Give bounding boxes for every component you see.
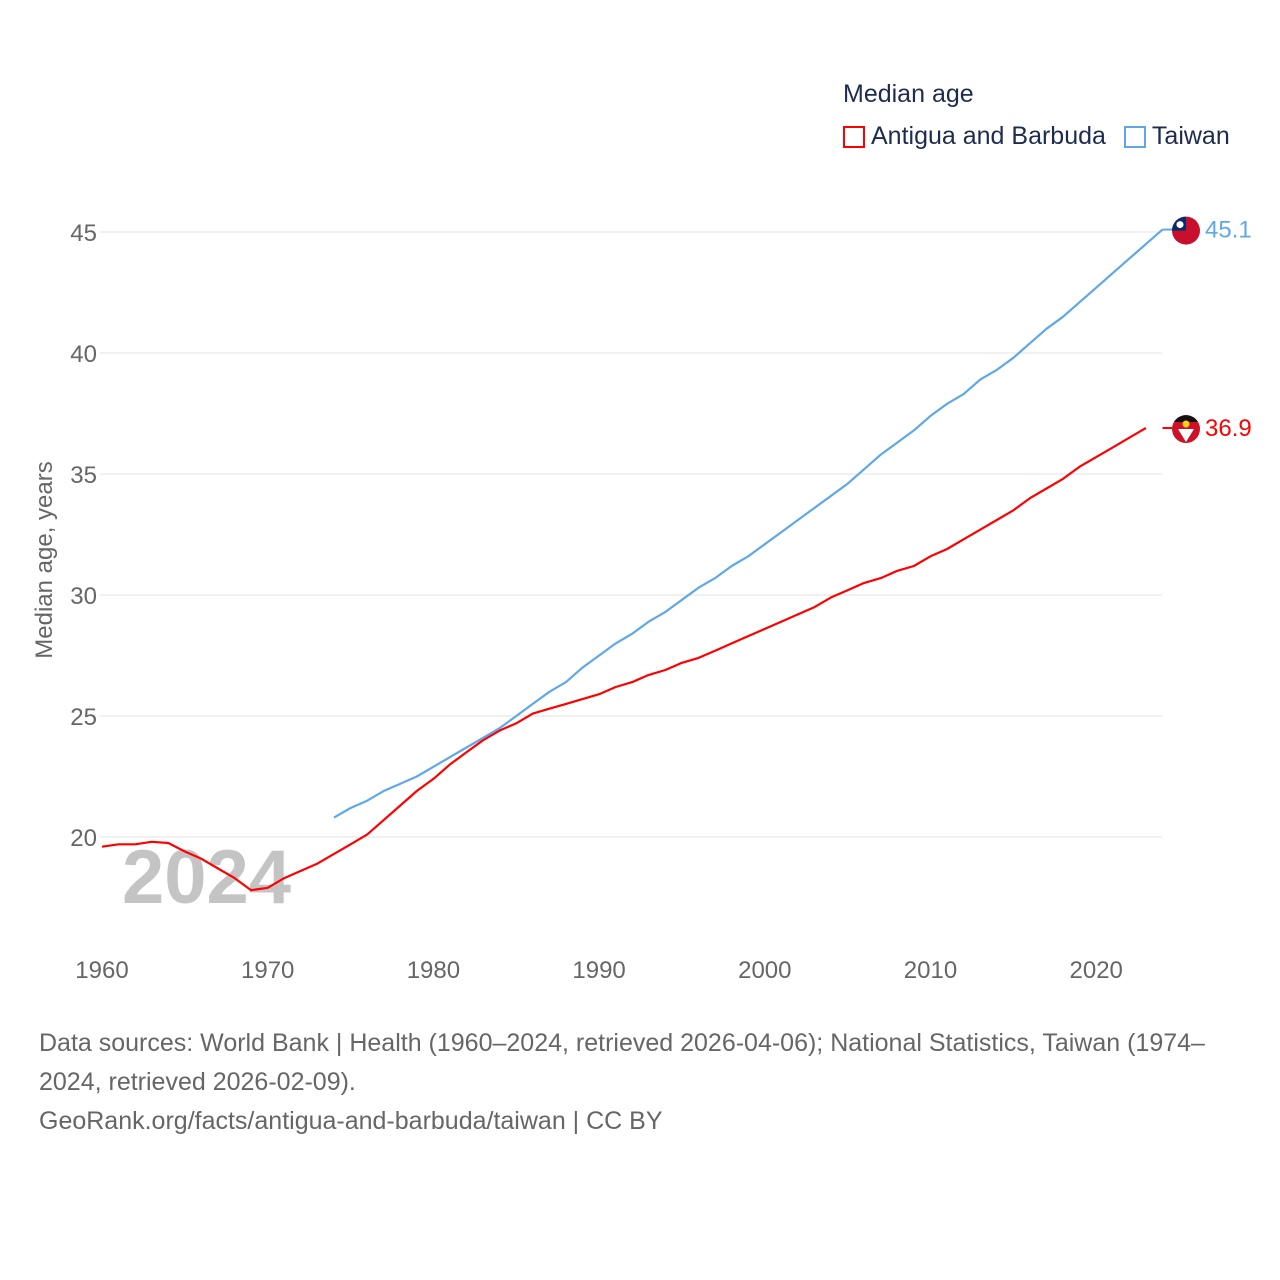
y-tick-label: 30 — [70, 583, 97, 610]
flag-sun — [1182, 420, 1190, 428]
x-tick-label: 1970 — [241, 957, 294, 984]
footer: Data sources: World Bank | Health (1960–… — [39, 1024, 1249, 1141]
series-line-taiwan — [333, 228, 1164, 819]
y-tick-label: 25 — [70, 704, 97, 731]
x-tick-label: 2010 — [904, 957, 957, 984]
y-tick-label: 45 — [70, 220, 97, 247]
year-watermark: 2024 — [122, 835, 291, 920]
end-value-label: 45.1 — [1205, 217, 1252, 244]
legend-label: Taiwan — [1151, 122, 1230, 150]
legend-item-antigua[interactable]: Antigua and Barbuda — [843, 122, 1106, 151]
flag-sun — [1176, 221, 1184, 229]
x-tick-label: 2000 — [738, 957, 791, 984]
legend-swatch-blue — [1123, 125, 1146, 148]
legend-item-taiwan[interactable]: Taiwan — [1123, 122, 1230, 151]
y-tick-label: 40 — [70, 341, 97, 368]
legend: Antigua and Barbuda Taiwan — [843, 122, 1230, 151]
y-tick-label: 20 — [70, 825, 97, 852]
source-link[interactable]: GeoRank.org/facts/antigua-and-barbuda/ta… — [39, 1107, 663, 1135]
x-tick-label: 1990 — [572, 957, 625, 984]
x-tick-label: 1960 — [75, 957, 128, 984]
flag-black — [1174, 415, 1198, 423]
x-tick-label: 2020 — [1070, 957, 1123, 984]
series-line-antigua — [101, 427, 1147, 892]
legend-label: Antigua and Barbuda — [871, 122, 1106, 150]
end-value-label: 36.9 — [1205, 415, 1252, 442]
y-tick-label: 35 — [70, 462, 97, 489]
legend-swatch-red — [843, 125, 865, 148]
legend-title: Median age — [843, 80, 974, 108]
data-sources: Data sources: World Bank | Health (1960–… — [39, 1029, 1205, 1096]
x-tick-label: 1980 — [407, 957, 460, 984]
plot-area: 20 25 30 35 40 45 1960 1970 1980 1990 2000 2010 2020… — [31, 216, 1252, 984]
y-axis-label: Median age, years — [31, 461, 58, 658]
flag-white — [1178, 429, 1194, 443]
